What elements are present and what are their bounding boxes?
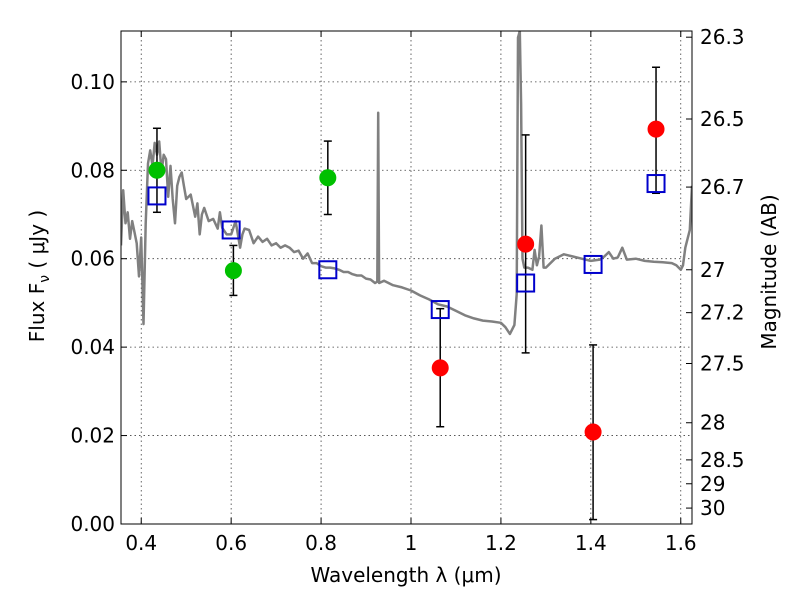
y-axis-title-main: Flux F [25,283,49,342]
y2-tick-label: 28.5 [700,448,745,472]
grid-lines [121,31,692,525]
data-point-square [318,260,338,280]
y2-tick-label: 26.3 [700,25,745,49]
data-point-circle [148,161,166,179]
data-markers [147,120,666,441]
data-point-square [430,300,450,320]
data-point-square [516,273,536,293]
y2-tick-label: 26.7 [700,175,745,199]
x-tick-label: 1.4 [575,531,607,555]
y2-tick-label: 28 [700,411,725,435]
data-point-circle [517,235,535,253]
y-tick-label: 0.04 [70,335,115,359]
y-axis-title-unit: ( μJy ) [25,210,49,275]
plot-frame [120,30,693,525]
y2-tick-label: 29 [700,472,725,496]
data-point-square [583,254,603,274]
x-tick-label: 1.2 [485,531,517,555]
y-tick-label: 0.10 [70,70,115,94]
y2-tick-label: 26.5 [700,107,745,131]
y2-tick-label: 27.5 [700,351,745,375]
data-point-square [147,186,167,206]
x-axis-title: Wavelength λ (μm) [310,563,501,587]
x-tick-label: 0.4 [125,531,157,555]
y-tick-label: 0.02 [70,424,115,448]
data-point-circle [319,169,337,187]
y2-tick-label: 27 [700,258,725,282]
x-tick-label: 0.8 [305,531,337,555]
y-axis-title: Flux Fν ( μJy ) [25,210,53,342]
y2-axis-title: Magnitude (AB) [757,194,781,349]
y2-tick-label: 27.2 [700,301,745,325]
y-tick-label: 0.06 [70,247,115,271]
data-point-circle [647,120,665,138]
y-axis-title-subscript: ν [37,275,53,283]
data-point-square [646,174,666,194]
y-tick-label: 0.00 [70,512,115,536]
axis-ticks: 0.4 0.6 0.8 1 1.2 1.4 1.6 0.00 0.02 0.04 0.06 0.08 0… [70,25,744,555]
data-point-circle [224,262,242,280]
x-tick-label: 1.6 [665,531,697,555]
y2-tick-label: 30 [700,496,725,520]
y-tick-label: 0.08 [70,158,115,182]
data-point-circle [584,423,602,441]
x-tick-label: 0.6 [215,531,247,555]
data-point-circle [431,359,449,377]
data-point-square [221,220,241,240]
x-tick-label: 1 [405,531,418,555]
